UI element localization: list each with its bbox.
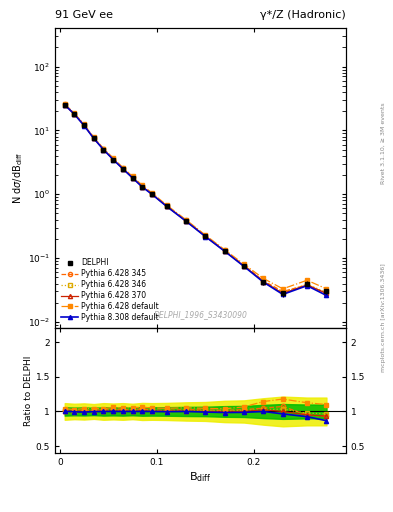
Text: mcplots.cern.ch [arXiv:1306.3436]: mcplots.cern.ch [arXiv:1306.3436] <box>381 263 386 372</box>
Text: 91 GeV ee: 91 GeV ee <box>55 10 113 20</box>
X-axis label: B$_{\rm diff}$: B$_{\rm diff}$ <box>189 470 212 483</box>
Text: Rivet 3.1.10, ≥ 3M events: Rivet 3.1.10, ≥ 3M events <box>381 102 386 184</box>
Legend: DELPHI, Pythia 6.428 345, Pythia 6.428 346, Pythia 6.428 370, Pythia 6.428 defau: DELPHI, Pythia 6.428 345, Pythia 6.428 3… <box>59 256 161 324</box>
Text: γ*/Z (Hadronic): γ*/Z (Hadronic) <box>260 10 346 20</box>
Y-axis label: N d$\sigma$/dB$_{\rm diff}$: N d$\sigma$/dB$_{\rm diff}$ <box>11 152 25 204</box>
Text: DELPHI_1996_S3430090: DELPHI_1996_S3430090 <box>154 310 247 319</box>
Y-axis label: Ratio to DELPHI: Ratio to DELPHI <box>24 355 33 426</box>
